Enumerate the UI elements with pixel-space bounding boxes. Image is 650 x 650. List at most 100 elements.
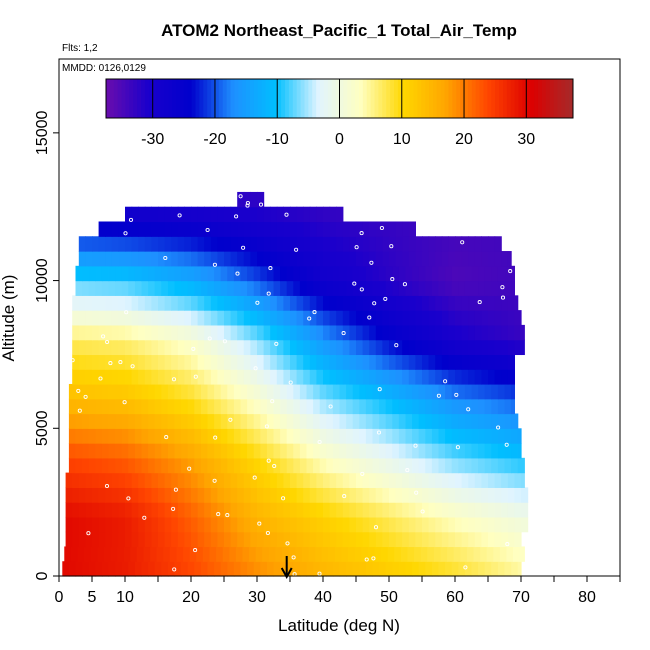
heat-cell — [405, 265, 413, 282]
heat-cell — [105, 502, 113, 518]
colorbar-segment — [351, 79, 356, 118]
heat-cell — [230, 502, 238, 518]
heat-cell — [115, 443, 123, 459]
heat-cell — [293, 428, 301, 444]
heat-cell — [382, 354, 390, 370]
heat-cell — [441, 236, 449, 252]
heat-cell — [253, 443, 261, 459]
heat-cell — [431, 443, 440, 459]
colorbar-segment — [203, 79, 208, 118]
heat-cell — [517, 457, 525, 474]
heat-cell — [154, 457, 162, 474]
heat-cell — [293, 280, 301, 296]
flight-point — [245, 203, 250, 208]
heat-cell — [253, 457, 261, 474]
heat-cell — [65, 531, 73, 548]
heat-cell — [224, 502, 232, 518]
colorbar-segment — [316, 79, 321, 118]
heat-cell — [151, 502, 159, 518]
heat-cell — [283, 354, 291, 370]
flight-point — [389, 244, 394, 249]
heat-cell — [276, 295, 284, 311]
heat-cell — [428, 516, 436, 533]
heat-cell — [323, 339, 331, 356]
heat-cell — [138, 502, 146, 518]
heat-cell — [273, 428, 281, 444]
heat-cell — [151, 354, 159, 370]
heat-cell — [491, 561, 499, 577]
heat-cell — [451, 280, 459, 296]
heat-cell — [214, 428, 222, 444]
heat-cell — [82, 280, 90, 296]
heat-cell — [92, 324, 100, 341]
heat-cell — [95, 383, 103, 400]
heat-cell — [346, 265, 354, 282]
heat-cell — [214, 457, 222, 474]
heat-cell — [230, 487, 238, 503]
heat-cell — [507, 531, 515, 548]
flight-point — [101, 334, 106, 339]
heat-cell — [88, 413, 96, 429]
heat-cell — [243, 221, 251, 237]
heat-cell — [290, 251, 298, 267]
heat-cell — [286, 265, 294, 282]
heat-cell — [115, 428, 123, 444]
heat-cell — [118, 221, 126, 237]
heat-cell — [395, 295, 403, 311]
heat-cell — [237, 310, 245, 326]
heat-cell — [441, 531, 449, 548]
colorbar-segment — [436, 79, 442, 118]
colorbar-segment — [249, 79, 255, 118]
heat-cell — [349, 324, 357, 341]
heat-cell — [197, 369, 205, 385]
heat-cell — [191, 236, 199, 252]
heat-cell — [138, 206, 146, 223]
colorbar-segment — [440, 79, 446, 118]
heat-cell — [306, 265, 314, 282]
heat-cell — [504, 457, 512, 474]
heat-cell — [461, 339, 469, 356]
heat-cell — [131, 369, 139, 385]
heat-cell — [82, 561, 90, 577]
heat-cell — [369, 472, 377, 488]
heat-cell — [197, 472, 205, 488]
heat-cell — [494, 251, 502, 267]
heat-cell — [507, 369, 515, 385]
heat-cell — [494, 369, 502, 385]
x-tick-label: 50 — [380, 589, 398, 606]
heat-cell — [95, 428, 103, 444]
colorbar-segment — [549, 79, 555, 118]
colorbar-segment — [343, 79, 348, 118]
heat-cell — [471, 383, 479, 400]
heat-cell — [474, 531, 482, 548]
heat-cell — [141, 398, 149, 415]
colorbar-tick-label: 10 — [393, 131, 411, 148]
heat-cell — [464, 457, 473, 474]
heat-cell — [484, 265, 492, 282]
colorbar-segment — [358, 79, 364, 118]
heat-cell — [247, 443, 255, 459]
heat-cell — [402, 369, 410, 385]
flight-point — [124, 310, 129, 315]
heat-cell — [352, 457, 360, 474]
heat-cell — [92, 295, 100, 311]
heat-cell — [105, 531, 113, 548]
heat-cell — [85, 295, 93, 311]
heat-cell — [402, 502, 410, 518]
heat-cell — [501, 354, 509, 370]
heat-cell — [448, 310, 456, 326]
heat-cell — [92, 487, 100, 503]
flight-point — [317, 439, 322, 445]
heat-cell — [253, 413, 261, 429]
heat-cell — [408, 339, 416, 356]
heat-cell — [247, 428, 255, 444]
heat-cell — [125, 236, 133, 252]
heat-cell — [458, 398, 466, 415]
heat-cell — [323, 206, 331, 223]
heat-cell — [240, 265, 248, 282]
heat-cell — [128, 383, 136, 400]
colorbar-tick-label: 0 — [335, 131, 344, 148]
heat-cell — [339, 561, 347, 577]
heat-cell — [290, 516, 298, 533]
heat-cell — [309, 369, 317, 385]
